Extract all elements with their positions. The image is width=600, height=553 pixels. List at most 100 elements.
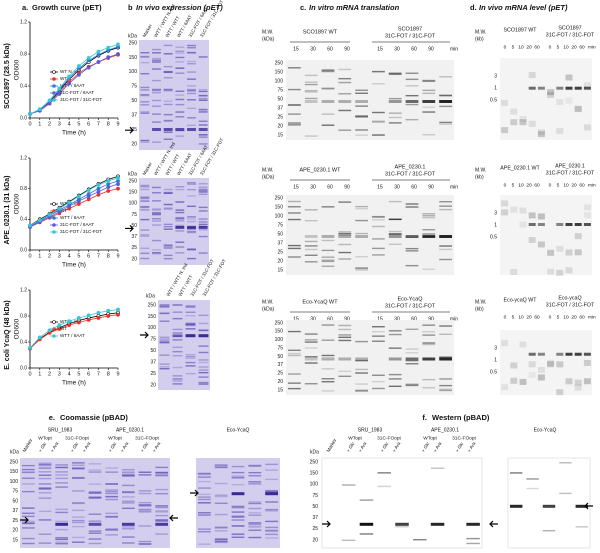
band (439, 384, 452, 387)
time-label: 0 (549, 44, 552, 50)
band (321, 124, 335, 126)
time-label: 5 (557, 44, 560, 50)
band (152, 224, 161, 226)
band (355, 357, 368, 361)
band (172, 334, 183, 338)
band (430, 522, 445, 526)
band (185, 306, 196, 308)
band (38, 497, 52, 499)
band (388, 100, 402, 103)
time-label: 15 (293, 316, 299, 322)
legend-label: WT (60, 76, 67, 81)
point (47, 212, 52, 217)
band (198, 366, 209, 368)
band (583, 378, 591, 385)
band (422, 342, 436, 344)
band (528, 212, 536, 219)
band (355, 389, 368, 391)
band (304, 89, 318, 92)
band (152, 59, 161, 62)
band (355, 92, 368, 94)
band (140, 196, 150, 198)
y-tick-label: 0.0 (20, 365, 27, 371)
band (138, 501, 152, 504)
band (138, 505, 152, 507)
band (248, 536, 262, 539)
band (321, 259, 335, 261)
band (159, 306, 170, 308)
band (355, 116, 368, 118)
series-line (29, 188, 119, 228)
band (187, 78, 196, 80)
band (338, 231, 352, 233)
band (528, 223, 536, 226)
band (388, 374, 402, 376)
point (67, 200, 72, 205)
band (288, 387, 301, 390)
lane-label: + Ara (433, 441, 443, 453)
band (198, 487, 211, 489)
band (159, 312, 170, 314)
band (265, 492, 278, 496)
band (405, 203, 419, 205)
band (355, 219, 368, 222)
band (405, 72, 419, 74)
panel-title: Growth curve (pET) (32, 3, 102, 12)
band (22, 483, 35, 485)
band (198, 210, 208, 212)
point (28, 345, 32, 350)
band (388, 243, 402, 246)
band (321, 100, 335, 103)
band (422, 324, 436, 326)
marker-label: 50 (131, 223, 137, 229)
band (248, 501, 262, 503)
band (537, 352, 545, 356)
band (377, 485, 391, 488)
band (372, 70, 385, 73)
band (198, 512, 211, 514)
y-tick-label: 0.0 (20, 247, 27, 253)
band (175, 90, 185, 92)
band (198, 128, 208, 131)
band (248, 529, 262, 531)
band (72, 477, 85, 479)
band (172, 311, 183, 313)
band (265, 530, 278, 533)
band (38, 474, 52, 476)
band (565, 86, 573, 90)
band (338, 68, 352, 71)
construct-label: 31C-FOT / 31C-FOT (546, 302, 595, 308)
band (355, 390, 368, 392)
band (22, 537, 35, 540)
legend-marker (52, 216, 56, 220)
band (138, 511, 152, 513)
band (574, 105, 582, 112)
band (185, 334, 196, 338)
band (22, 542, 35, 545)
marker-label: 50 (277, 231, 283, 237)
series-line (29, 180, 119, 227)
gel (158, 300, 210, 390)
legend-marker (52, 98, 56, 102)
band (198, 120, 208, 122)
band (248, 507, 262, 510)
x-tick-label: 0 (28, 121, 31, 127)
band (355, 255, 368, 258)
band (422, 357, 436, 361)
band (355, 115, 368, 117)
band (175, 52, 185, 54)
band (583, 124, 591, 131)
band (304, 100, 318, 103)
band (187, 249, 196, 251)
band (388, 122, 402, 124)
time-label: 10 (563, 44, 569, 50)
arrow (190, 489, 199, 497)
band (405, 94, 419, 97)
band (155, 506, 168, 508)
band (388, 230, 402, 233)
band (187, 63, 196, 65)
band (105, 490, 118, 493)
time-label: 15 (377, 184, 383, 190)
lane-label: + Glc (70, 441, 80, 454)
construct-label: APE_0230.1 (555, 163, 585, 169)
